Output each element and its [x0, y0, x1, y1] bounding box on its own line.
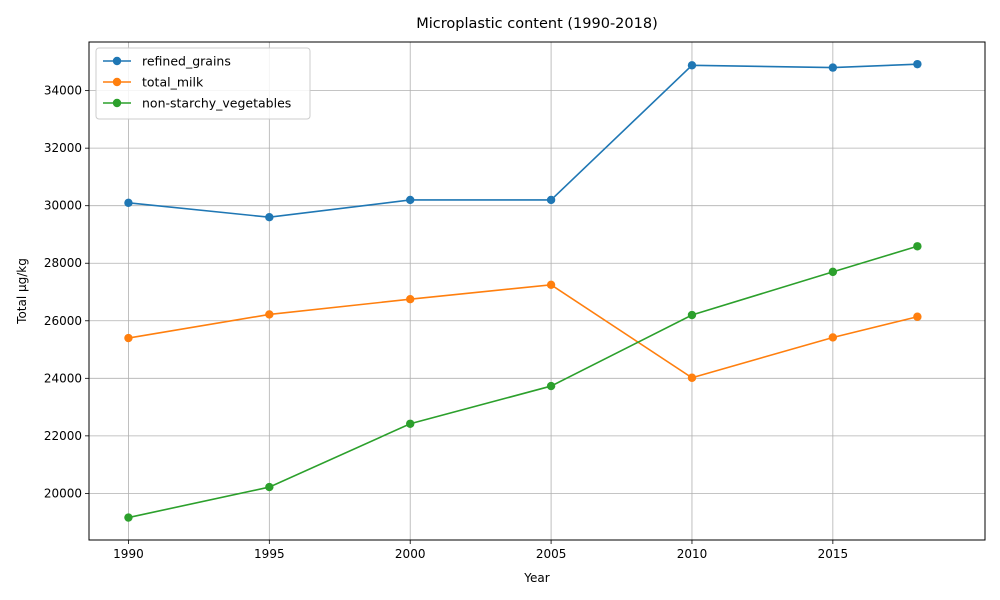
data-point-non-starchy_vegetables — [406, 419, 415, 428]
data-point-refined_grains — [265, 213, 274, 222]
legend: refined_grains total_milk non-starchy_vege… — [95, 47, 311, 120]
legend-item-total_milk: total_milk — [103, 75, 204, 90]
series-total_milk — [124, 280, 922, 382]
data-point-total_milk — [265, 310, 274, 319]
series-line-total_milk — [128, 283, 918, 379]
y-tick-label: 24000 — [44, 371, 82, 385]
y-tick-label: 28000 — [44, 256, 82, 270]
grid — [89, 42, 985, 540]
legend-marker — [112, 56, 122, 66]
data-point-non-starchy_vegetables — [265, 482, 274, 492]
y-tick-label: 26000 — [44, 314, 82, 328]
y-tick-label: 22000 — [44, 429, 82, 443]
plot-frame — [88, 41, 986, 541]
legend-box — [95, 47, 311, 120]
series-layer — [124, 59, 922, 522]
y-tick-label: 30000 — [44, 199, 82, 213]
y-tick-label: 34000 — [44, 84, 82, 98]
x-tick-label: 2015 — [818, 547, 849, 561]
data-point-total_milk — [124, 333, 133, 343]
x-axis-ticks: 1990 1995 2000 2005 2010 2015 — [113, 540, 848, 561]
data-point-refined_grains — [687, 61, 697, 70]
x-axis-label: Year — [523, 571, 549, 585]
data-point-total_milk — [546, 280, 556, 290]
legend-item-refined_grains: refined_grains — [103, 54, 231, 69]
data-point-refined_grains — [913, 59, 922, 69]
data-point-total_milk — [913, 312, 922, 321]
x-tick-label: 1990 — [113, 547, 144, 561]
y-axis-ticks: 20000 22000 24000 26000 28000 30000 32000 34000 — [44, 84, 89, 500]
data-point-refined_grains — [124, 198, 133, 208]
data-point-refined_grains — [546, 195, 556, 205]
legend-label: total_milk — [142, 75, 204, 90]
series-refined_grains — [124, 59, 922, 222]
data-point-refined_grains — [406, 195, 415, 205]
data-point-non-starchy_vegetables — [124, 513, 133, 522]
data-point-total_milk — [406, 294, 415, 304]
data-point-refined_grains — [828, 63, 838, 72]
chart-title: Microplastic content (1990-2018) — [416, 16, 657, 32]
x-tick-label: 2000 — [395, 547, 426, 561]
legend-label: refined_grains — [142, 54, 231, 69]
x-tick-label: 1995 — [254, 547, 285, 561]
legend-label: non-starchy_vegetables — [142, 96, 291, 111]
y-tick-label: 32000 — [44, 141, 82, 155]
legend-item-non-starchy_vegetables: non-starchy_vegetables — [103, 96, 291, 111]
legend-marker — [112, 98, 122, 108]
x-tick-label: 2010 — [677, 547, 708, 561]
data-point-non-starchy_vegetables — [913, 242, 922, 251]
legend-marker — [112, 77, 122, 87]
y-axis-label: Total µg/kg — [15, 258, 29, 325]
data-point-non-starchy_vegetables — [687, 310, 697, 320]
data-point-non-starchy_vegetables — [828, 267, 838, 277]
x-tick-label: 2005 — [536, 547, 567, 561]
series-non-starchy_vegetables — [124, 242, 922, 522]
data-point-non-starchy_vegetables — [546, 381, 556, 391]
data-point-total_milk — [828, 333, 838, 342]
data-point-total_milk — [687, 373, 697, 382]
y-tick-label: 20000 — [44, 486, 82, 500]
